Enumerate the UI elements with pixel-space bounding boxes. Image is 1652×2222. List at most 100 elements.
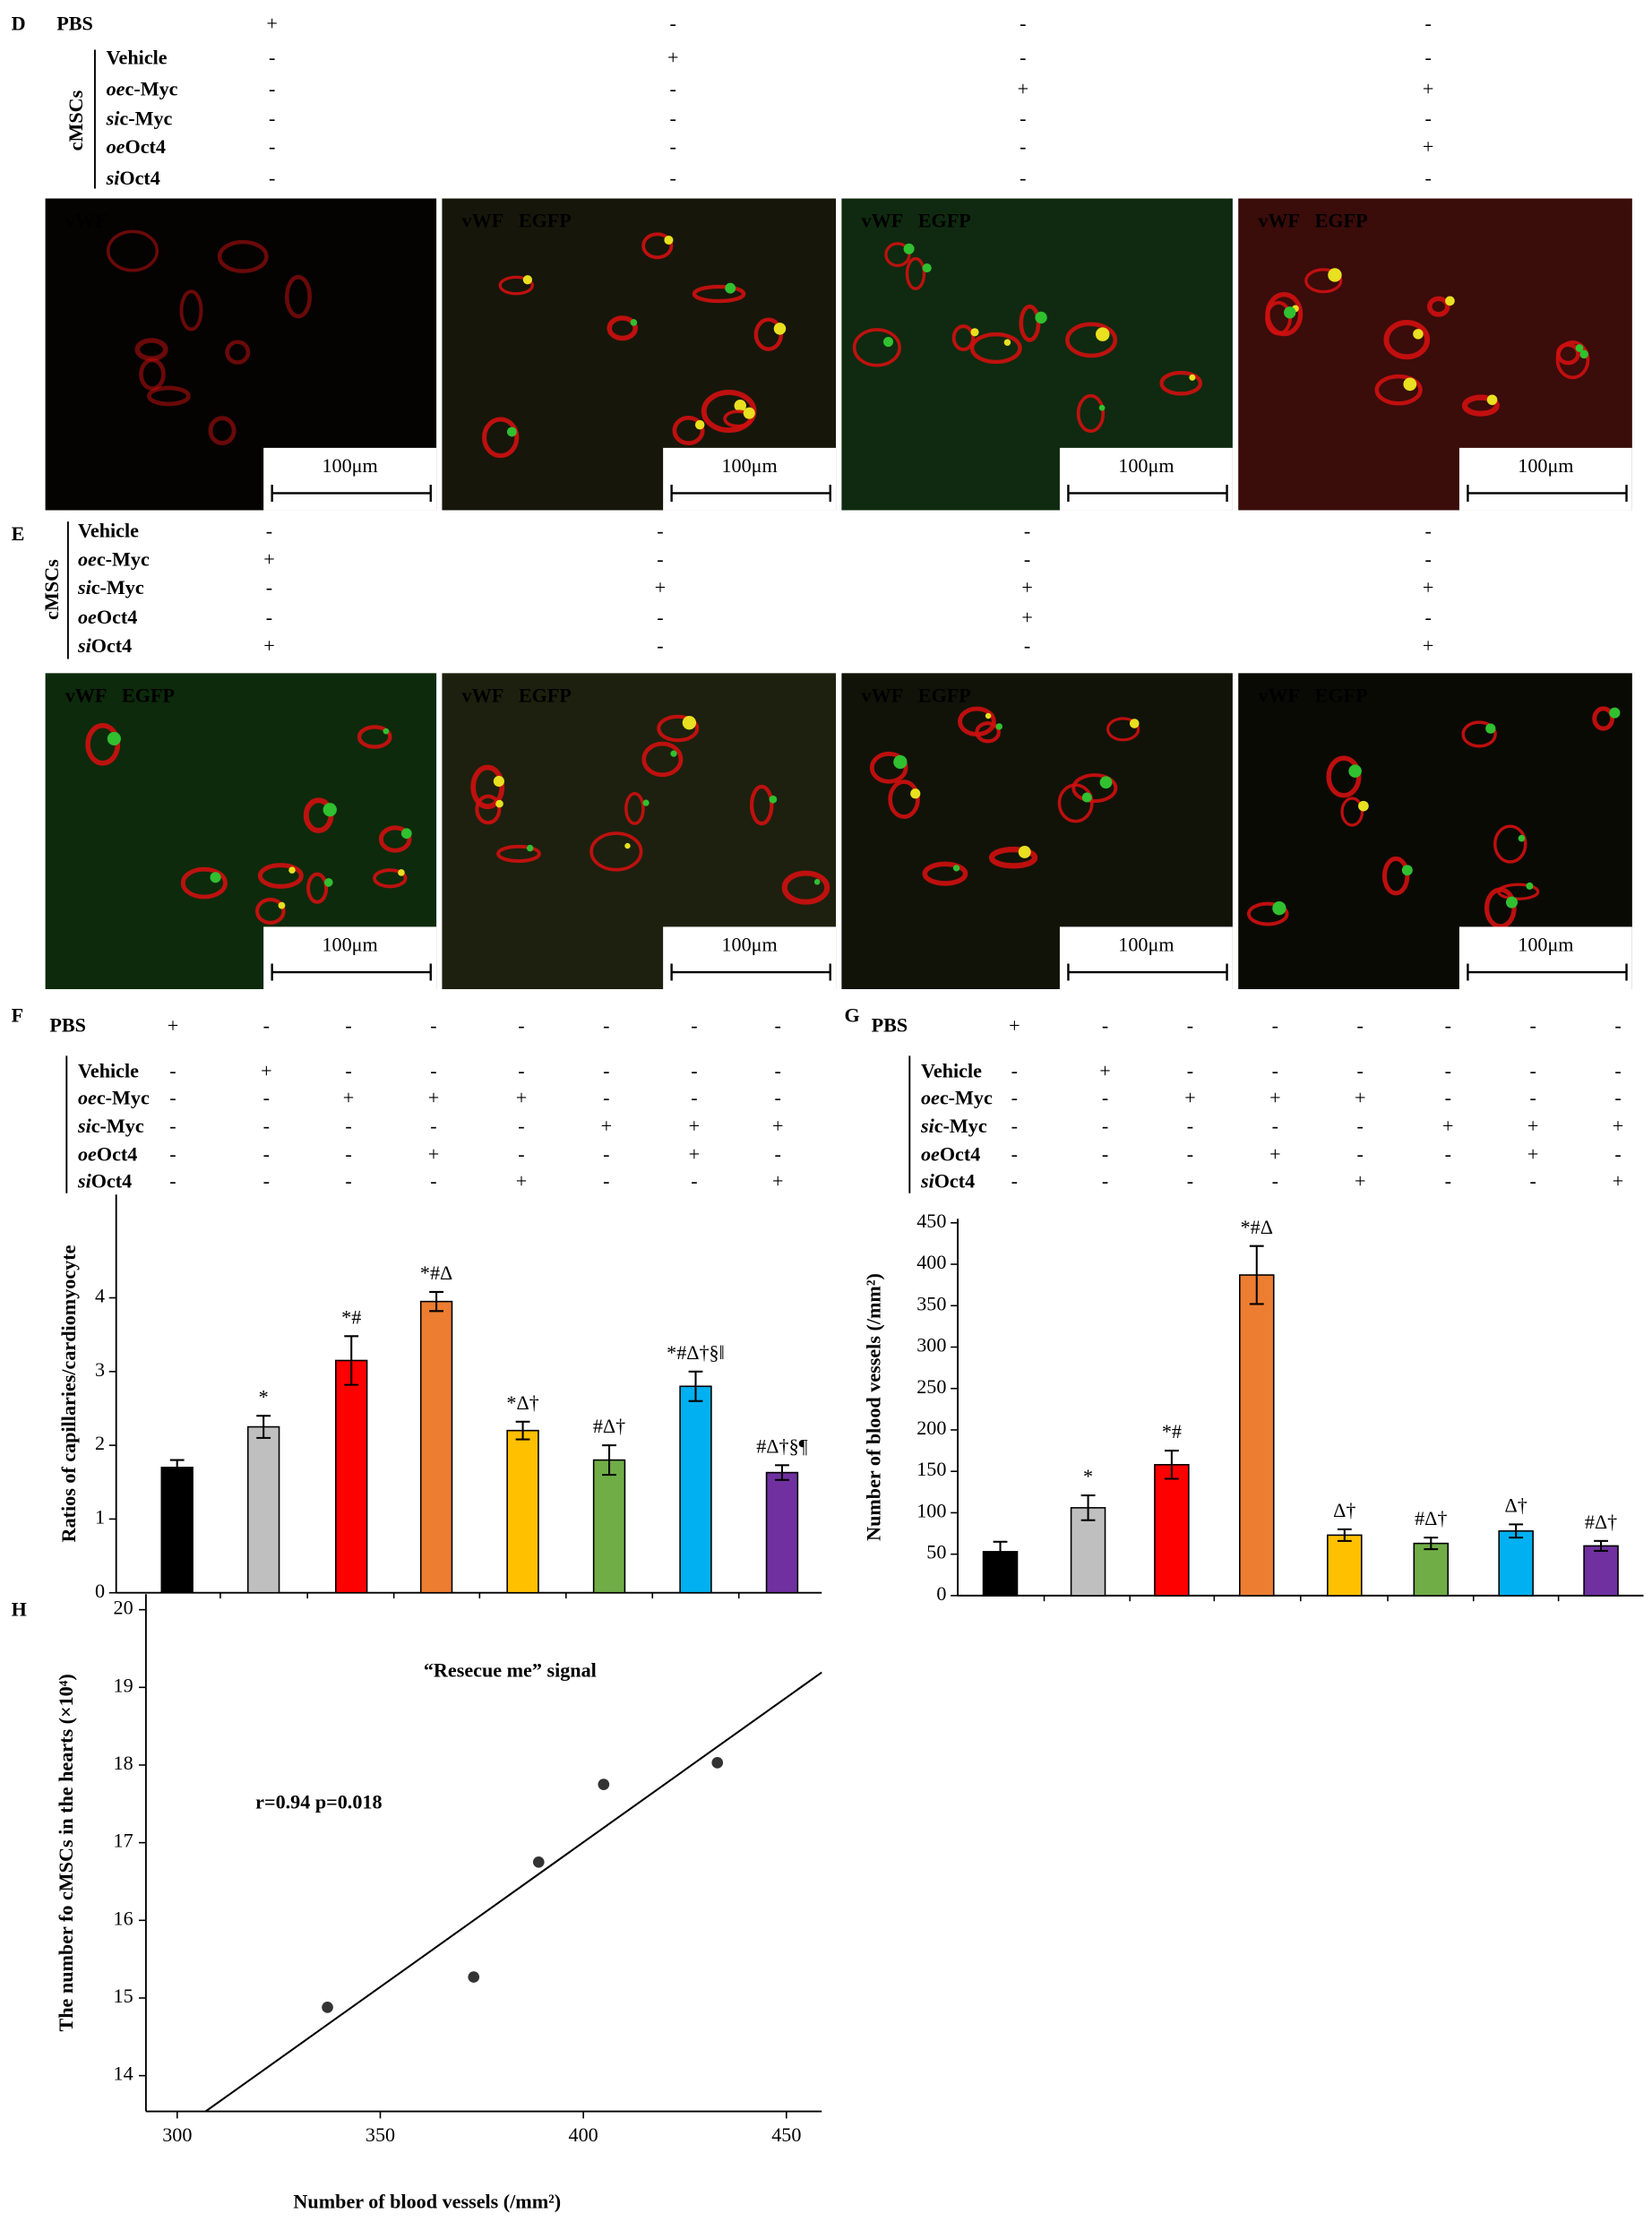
condition-sign: + xyxy=(516,1086,527,1108)
vessel xyxy=(1381,856,1410,896)
y-tick-label: 0 xyxy=(95,1580,105,1602)
condition-prefix: oe xyxy=(921,1143,940,1166)
condition-sign: + xyxy=(1423,135,1433,158)
cell xyxy=(985,712,992,719)
condition-sign: - xyxy=(266,576,272,599)
vessel xyxy=(641,232,674,260)
bar xyxy=(1154,1463,1190,1597)
cell xyxy=(398,869,405,876)
y-tick-label: 16 xyxy=(114,1907,133,1929)
cell xyxy=(813,879,821,885)
condition-label: oec-Myc xyxy=(78,547,150,570)
vessel xyxy=(1340,797,1364,827)
condition-prefix: si xyxy=(106,108,121,130)
vessel xyxy=(641,741,684,778)
cell xyxy=(743,407,755,419)
bar xyxy=(1070,1507,1106,1597)
error-bar xyxy=(993,1540,1008,1563)
cell xyxy=(670,750,677,757)
condition-label: siOct4 xyxy=(77,1170,132,1193)
cell xyxy=(1003,339,1011,346)
scale-box xyxy=(263,926,437,989)
cell xyxy=(903,243,915,254)
vessel xyxy=(869,751,908,784)
condition-sign: - xyxy=(1529,1014,1536,1037)
y-tick-label: 200 xyxy=(916,1417,946,1439)
condition-sign: - xyxy=(1424,47,1431,69)
condition-name: c-Myc xyxy=(940,1086,993,1108)
vessel xyxy=(1326,755,1362,798)
stain-label: EGFP xyxy=(519,209,572,231)
condition-label: oeOct4 xyxy=(107,135,166,158)
scale-box xyxy=(1059,926,1233,989)
cell xyxy=(495,799,503,808)
cell xyxy=(1486,394,1498,406)
error-bar xyxy=(688,1370,703,1402)
cell xyxy=(1403,377,1417,392)
y-tick-label: 350 xyxy=(916,1292,946,1314)
vessel xyxy=(1592,706,1615,731)
cell xyxy=(493,775,504,788)
condition-sign: + xyxy=(1355,1086,1365,1108)
condition-sign: - xyxy=(430,1014,436,1037)
significance-label: *#Δ xyxy=(1241,1216,1273,1238)
condition-sign: - xyxy=(169,1059,176,1081)
panel-label: H xyxy=(12,1598,27,1620)
cell xyxy=(1284,306,1296,319)
y-tick-label: 450 xyxy=(916,1210,946,1232)
stain-label: vWF xyxy=(462,684,504,706)
cell xyxy=(1579,349,1588,359)
condition-name: Oct4 xyxy=(97,606,137,628)
vessel xyxy=(852,328,901,367)
bar xyxy=(592,1459,626,1594)
condition-sign: - xyxy=(1102,1086,1108,1108)
vessel xyxy=(607,315,638,341)
y-tick-label: 250 xyxy=(916,1375,946,1398)
panel-label: F xyxy=(12,1004,24,1027)
cell xyxy=(1189,374,1196,381)
condition-sign: - xyxy=(1187,1115,1193,1137)
condition-sign: + xyxy=(1423,634,1433,657)
vessel xyxy=(1071,773,1118,804)
y-axis-label: Ratios of capillaries/cardiomyocyte xyxy=(57,1244,80,1542)
error-bar xyxy=(1337,1528,1352,1542)
significance-label: #Δ† xyxy=(1415,1507,1447,1529)
error-bar xyxy=(256,1415,271,1439)
vessel xyxy=(1246,901,1289,926)
condition-label: PBS xyxy=(49,1014,86,1037)
cell xyxy=(922,263,932,273)
cell xyxy=(400,828,412,840)
cell xyxy=(1526,882,1534,890)
condition-sign: + xyxy=(655,576,666,599)
scale-box xyxy=(663,926,837,989)
x-tick-label: 400 xyxy=(569,2123,598,2146)
y-tick-label: 100 xyxy=(916,1499,946,1521)
x-tick-label: 350 xyxy=(366,2123,395,2146)
cell xyxy=(1129,719,1140,728)
condition-sign: - xyxy=(345,1014,351,1037)
condition-sign: + xyxy=(1021,606,1032,628)
vessel xyxy=(692,284,746,304)
point xyxy=(598,1778,610,1790)
significance-label: Δ† xyxy=(1505,1494,1527,1516)
condition-sign: - xyxy=(1445,1086,1451,1108)
condition-sign: - xyxy=(1529,1170,1536,1193)
group-label: cMSCs xyxy=(65,90,87,151)
y-tick-label: 400 xyxy=(916,1251,946,1273)
condition-name: Vehicle xyxy=(107,47,168,69)
vessel xyxy=(498,275,534,296)
cell xyxy=(1081,792,1092,803)
condition-sign: - xyxy=(1272,1115,1278,1137)
cell xyxy=(682,716,697,730)
cell xyxy=(323,878,333,887)
vessel xyxy=(475,794,502,825)
condition-sign: - xyxy=(345,1143,351,1166)
cell xyxy=(624,842,631,849)
cell xyxy=(642,799,650,806)
bar xyxy=(506,1429,539,1594)
condition-sign: - xyxy=(1445,1170,1451,1193)
error-bar xyxy=(1164,1450,1179,1480)
stain-label: EGFP xyxy=(918,209,971,231)
condition-name: Oct4 xyxy=(119,167,159,189)
point xyxy=(322,2002,333,2013)
